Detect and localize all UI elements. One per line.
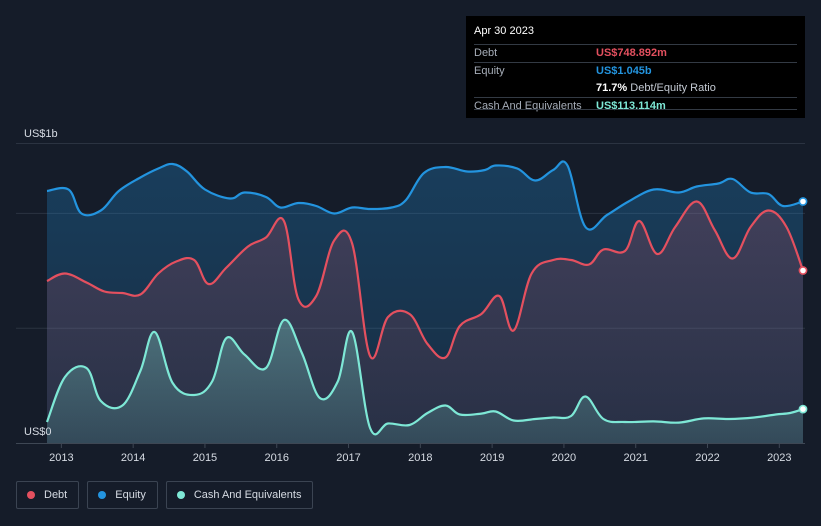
equity-end-dot bbox=[798, 197, 808, 206]
legend: Debt Equity Cash And Equivalents bbox=[16, 481, 321, 511]
x-tick-label: 2021 bbox=[623, 452, 647, 464]
tooltip-ratio-pct: 71.7% bbox=[596, 82, 628, 94]
legend-debt-label: Debt bbox=[44, 489, 68, 501]
x-tick-label: 2014 bbox=[121, 452, 145, 464]
tooltip-debt-row: Debt US$748.892m bbox=[474, 44, 797, 62]
x-tick-label: 2020 bbox=[552, 452, 576, 464]
x-tick-label: 2019 bbox=[480, 452, 504, 464]
legend-item-equity[interactable]: Equity bbox=[87, 481, 158, 509]
tooltip-ratio-row: 71.7% Debt/Equity Ratio bbox=[474, 80, 797, 97]
x-tick-label: 2022 bbox=[695, 452, 719, 464]
tooltip-ratio-label: Debt/Equity Ratio bbox=[630, 82, 716, 94]
equity-line bbox=[46, 160, 804, 231]
legend-cash-label: Cash And Equivalents bbox=[193, 489, 302, 501]
area-fills bbox=[47, 161, 803, 443]
tooltip-debt-value: US$748.892m bbox=[596, 47, 667, 59]
equity-dot-icon bbox=[98, 491, 107, 499]
tooltip-equity-row: Equity US$1.045b bbox=[474, 62, 797, 80]
cash-and-equivalents-end-dot bbox=[798, 404, 808, 414]
axis: US$1b US$0 bbox=[16, 128, 805, 444]
legend-item-cash[interactable]: Cash And Equivalents bbox=[165, 481, 314, 509]
x-tick-label: 2015 bbox=[193, 452, 217, 464]
tooltip-debt-label: Debt bbox=[474, 47, 498, 59]
debt-line bbox=[46, 200, 805, 360]
x-tick-label: 2013 bbox=[49, 452, 73, 464]
cash-and-equivalents-line bbox=[45, 318, 804, 436]
x-tick-labels: 2013 2014 2015 2016 2017 2018 2019 2020 2021 2022… bbox=[49, 443, 792, 464]
data-tooltip: Apr 30 2023 Debt US$748.892m Equity US$1… bbox=[466, 16, 805, 118]
series-lines bbox=[45, 160, 805, 436]
y-axis-label-bottom: US$0 bbox=[24, 426, 52, 438]
x-tick-label: 2017 bbox=[336, 452, 360, 464]
legend-equity-label: Equity bbox=[115, 489, 146, 501]
x-tick-label: 2016 bbox=[265, 452, 289, 464]
debt-end-dot bbox=[798, 266, 808, 275]
tooltip-ratio: 71.7% Debt/Equity Ratio bbox=[596, 80, 716, 97]
cash-dot-icon bbox=[176, 491, 185, 499]
tooltip-divider bbox=[474, 109, 797, 110]
tooltip-equity-value: US$1.045b bbox=[596, 65, 652, 77]
x-tick-label: 2023 bbox=[767, 452, 791, 464]
tooltip-date: Apr 30 2023 bbox=[474, 25, 534, 37]
tooltip-cash-row: Cash And Equivalents US$113.114m bbox=[474, 97, 797, 115]
cash-and-equivalents-area bbox=[47, 319, 803, 443]
x-tick-label: 2018 bbox=[408, 452, 432, 464]
end-markers bbox=[798, 197, 808, 414]
debt-dot-icon bbox=[27, 491, 35, 499]
tooltip-cash-label: Cash And Equivalents bbox=[474, 100, 582, 112]
legend-item-debt[interactable]: Debt bbox=[16, 481, 80, 509]
tooltip-equity-label: Equity bbox=[474, 65, 505, 77]
y-axis-label-top: US$1b bbox=[24, 128, 58, 140]
tooltip-cash-value: US$113.114m bbox=[596, 100, 666, 112]
